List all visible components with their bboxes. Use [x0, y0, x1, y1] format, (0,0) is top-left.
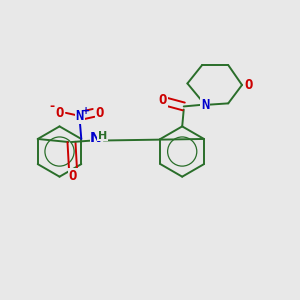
Text: +: + — [82, 106, 91, 116]
Text: N: N — [201, 98, 209, 112]
Text: N: N — [76, 109, 84, 123]
Text: O: O — [95, 106, 104, 120]
Text: O: O — [56, 106, 64, 120]
Text: O: O — [244, 78, 253, 92]
Text: N: N — [90, 131, 102, 145]
Text: H: H — [98, 130, 107, 141]
Text: O: O — [159, 93, 167, 107]
Text: -: - — [50, 100, 55, 112]
Text: O: O — [69, 169, 77, 183]
